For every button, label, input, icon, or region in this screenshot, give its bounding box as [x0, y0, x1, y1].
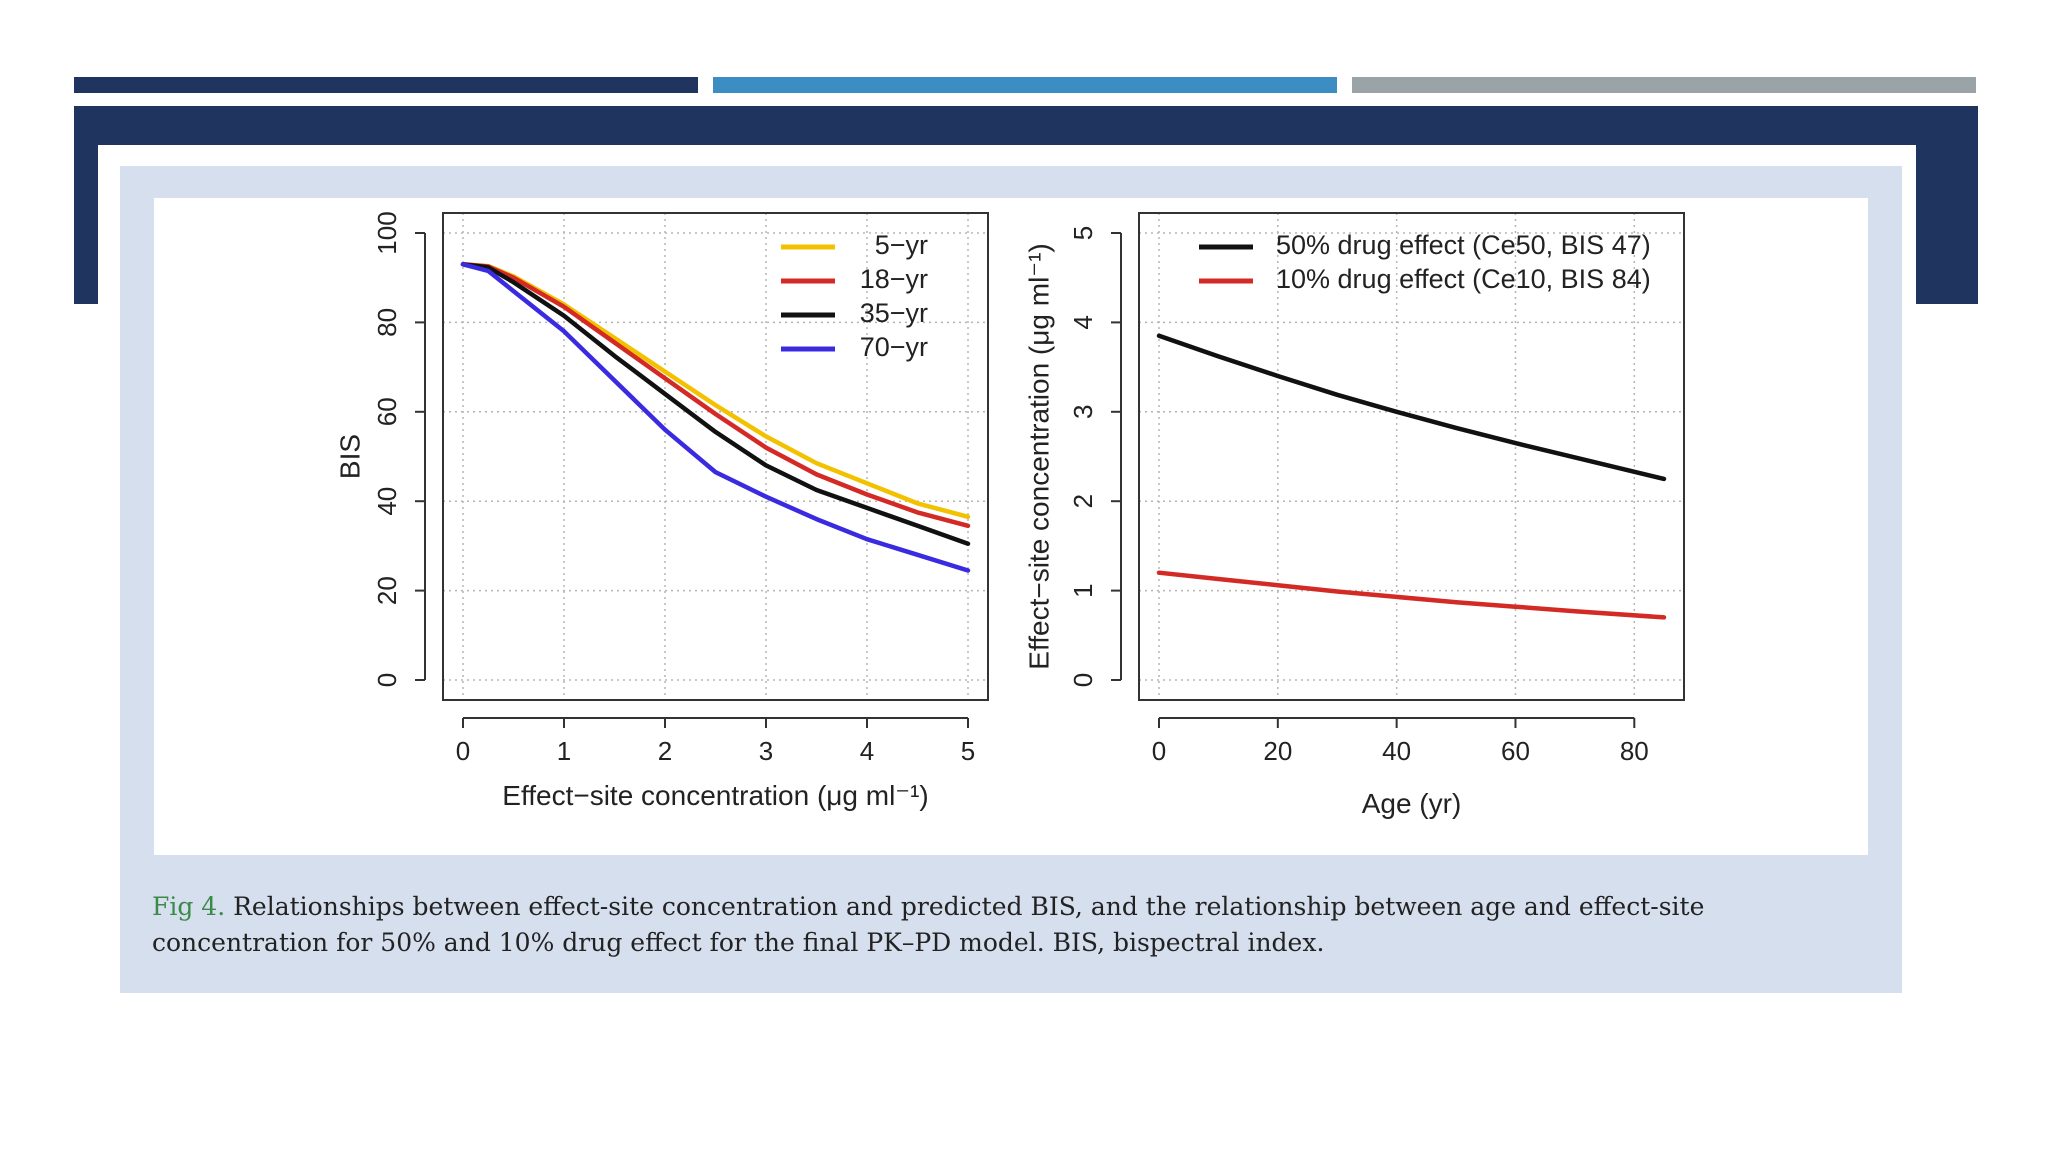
x-tick-label: 0 [1152, 736, 1166, 766]
x-tick-label: 60 [1501, 736, 1530, 766]
x-tick-label: 2 [658, 736, 672, 766]
series-line [1156, 570, 1667, 620]
chart-bis-vs-concentration: 0 1 2 3 4 5 0 20 40 60 80 100 Effect−site concentrat… [334, 211, 989, 811]
legend-label: 50% drug effect (Ce50, BIS 47) [1276, 230, 1651, 260]
top-decor-bar-navy [74, 77, 698, 93]
x-tick-label: 1 [557, 736, 571, 766]
x-tick-label: 0 [456, 736, 470, 766]
series-line [460, 262, 971, 529]
y-tick-label: 3 [1068, 405, 1098, 419]
y-tick-label: 1 [1068, 583, 1098, 597]
caption-label: Fig 4. [152, 892, 226, 921]
plot-frame [1138, 212, 1685, 701]
top-decor-bar-blue [713, 77, 1337, 93]
y-tick-label: 20 [372, 576, 402, 605]
legend-label: 10% drug effect (Ce10, BIS 84) [1276, 264, 1651, 294]
y-tick-label: 0 [372, 673, 402, 687]
y-axis-title: BIS [334, 434, 365, 479]
x-axis-title: Age (yr) [1362, 788, 1462, 819]
chart-concentration-vs-age: 0 20 40 60 80 0 1 2 3 4 5 Age (yr) Effect−site conce… [1023, 212, 1685, 819]
legend-label: 35−yr [860, 298, 928, 328]
legend-label: 70−yr [860, 332, 928, 362]
y-tick-label: 0 [1068, 673, 1098, 687]
x-tick-label: 40 [1382, 736, 1411, 766]
y-tick-label: 100 [372, 211, 402, 254]
x-tick-label: 3 [759, 736, 773, 766]
figure-plot-area [154, 198, 1868, 855]
x-tick-label: 20 [1263, 736, 1292, 766]
y-tick-label: 80 [372, 308, 402, 337]
y-tick-label: 5 [1068, 226, 1098, 240]
series-line [460, 262, 971, 546]
plot-frame [442, 212, 989, 701]
y-tick-label: 4 [1068, 315, 1098, 329]
x-tick-label: 4 [860, 736, 874, 766]
y-tick-label: 60 [372, 397, 402, 426]
series-line [1156, 333, 1667, 482]
figure-caption: Fig 4. Relationships between effect-site… [152, 889, 1872, 961]
legend-label: 5−yr [875, 230, 928, 260]
x-tick-label: 80 [1620, 736, 1649, 766]
x-tick-label: 5 [961, 736, 975, 766]
caption-text: Relationships between effect-site concen… [152, 892, 1705, 957]
series-line [460, 262, 971, 573]
y-tick-label: 40 [372, 487, 402, 516]
top-decor-bar-gray [1352, 77, 1976, 93]
y-axis-title: Effect−site concentration (μg ml⁻¹) [1023, 243, 1054, 669]
x-axis-title: Effect−site concentration (μg ml⁻¹) [502, 780, 928, 811]
legend-label: 18−yr [860, 264, 928, 294]
y-tick-label: 2 [1068, 494, 1098, 508]
